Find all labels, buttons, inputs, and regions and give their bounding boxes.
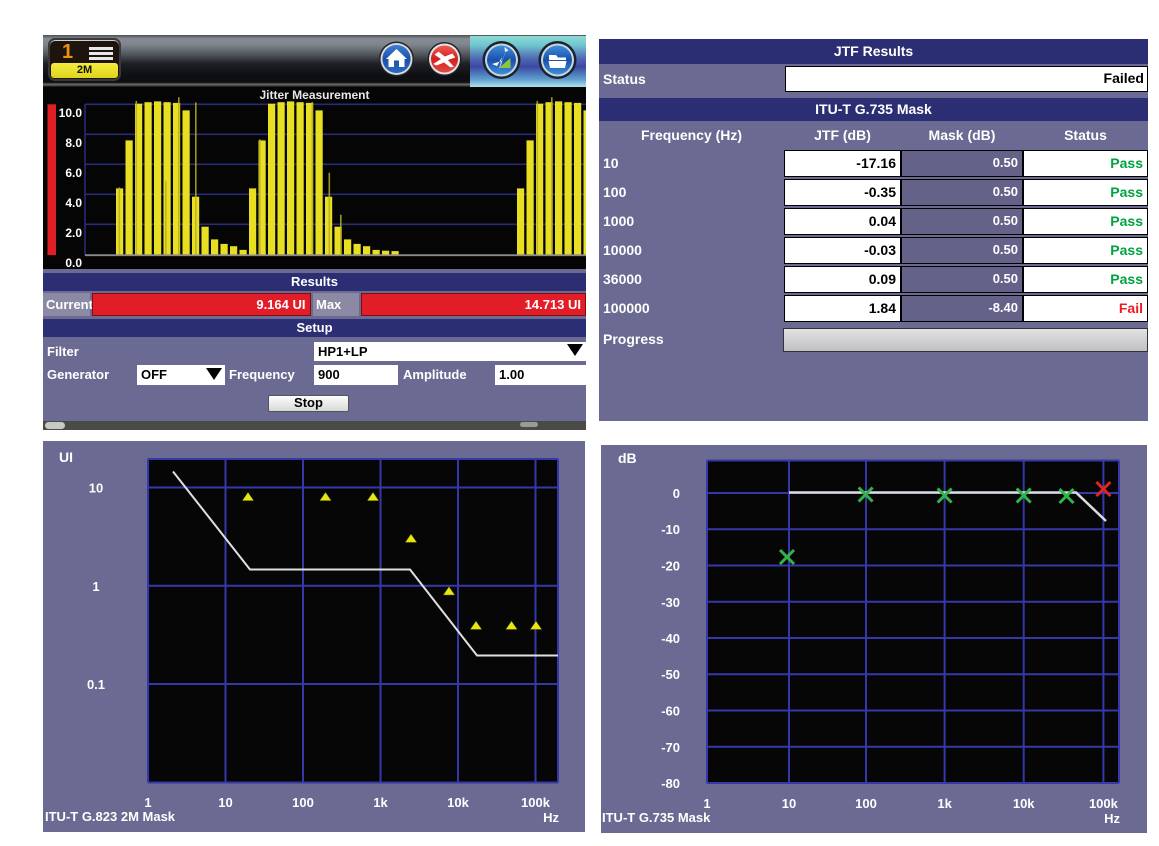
svg-text:dB: dB <box>618 450 637 466</box>
svg-text:Hz: Hz <box>1104 811 1120 826</box>
svg-text:10k: 10k <box>447 795 469 810</box>
svg-text:10: 10 <box>218 795 232 810</box>
svg-text:10: 10 <box>782 796 796 811</box>
svg-text:1: 1 <box>92 579 99 594</box>
svg-text:1: 1 <box>144 795 151 810</box>
svg-text:-80: -80 <box>661 776 680 791</box>
svg-text:100k: 100k <box>521 795 551 810</box>
svg-text:-30: -30 <box>661 595 680 610</box>
svg-text:-20: -20 <box>661 559 680 574</box>
svg-text:0: 0 <box>673 486 680 501</box>
svg-text:10: 10 <box>89 481 103 496</box>
svg-text:100: 100 <box>292 795 314 810</box>
svg-text:ITU-T G.823 2M Mask: ITU-T G.823 2M Mask <box>45 809 176 824</box>
svg-text:1: 1 <box>703 796 710 811</box>
svg-text:ITU-T G.735 Mask: ITU-T G.735 Mask <box>602 810 711 825</box>
svg-text:1k: 1k <box>373 795 388 810</box>
svg-text:-50: -50 <box>661 667 680 682</box>
svg-text:-40: -40 <box>661 631 680 646</box>
svg-text:-10: -10 <box>661 522 680 537</box>
svg-text:0.1: 0.1 <box>87 677 105 692</box>
svg-text:100: 100 <box>855 796 877 811</box>
svg-text:-60: -60 <box>661 704 680 719</box>
svg-text:100k: 100k <box>1089 796 1119 811</box>
svg-text:Hz: Hz <box>543 810 559 825</box>
svg-text:10k: 10k <box>1013 796 1035 811</box>
svg-text:-70: -70 <box>661 740 680 755</box>
svg-text:UI: UI <box>59 449 73 465</box>
svg-text:1k: 1k <box>937 796 952 811</box>
